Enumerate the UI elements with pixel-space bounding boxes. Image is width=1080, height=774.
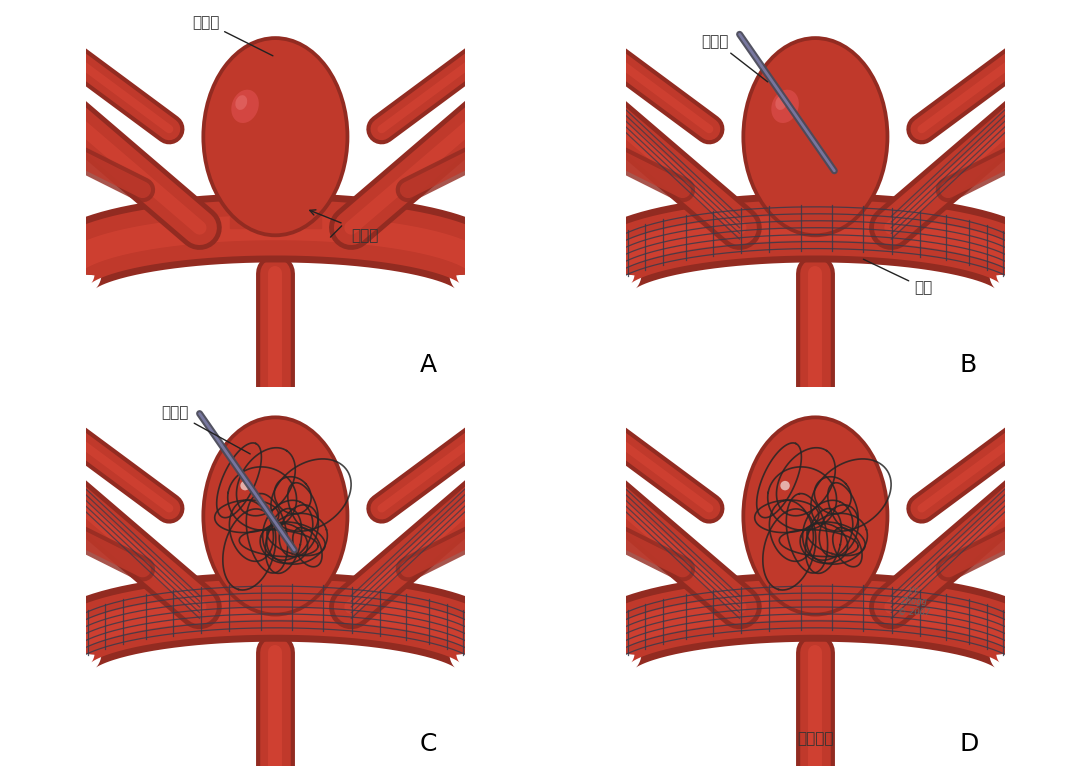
Ellipse shape [742,416,889,616]
Ellipse shape [205,420,346,613]
Ellipse shape [202,416,349,616]
Text: 动脉瘤: 动脉瘤 [192,15,273,56]
Text: 支架: 支架 [863,259,932,295]
Ellipse shape [781,481,789,491]
Ellipse shape [745,40,886,234]
Ellipse shape [231,90,259,123]
Text: J.Y.
Zhugg
© 2007: J.Y. Zhugg © 2007 [897,587,930,617]
Text: 弹簧圈: 弹簧圈 [162,406,251,454]
Ellipse shape [745,420,886,613]
Text: A: A [419,353,436,377]
Ellipse shape [771,90,799,123]
Ellipse shape [742,36,889,237]
Ellipse shape [202,36,349,237]
Text: 移除导管: 移除导管 [797,731,834,746]
Text: 微导管: 微导管 [702,33,768,82]
Text: D: D [959,732,978,756]
Text: C: C [419,732,437,756]
Text: B: B [959,353,976,377]
Ellipse shape [235,95,247,110]
Ellipse shape [241,481,249,491]
Text: 脑动脉: 脑动脉 [351,228,379,243]
Ellipse shape [205,40,346,234]
Ellipse shape [775,95,787,110]
